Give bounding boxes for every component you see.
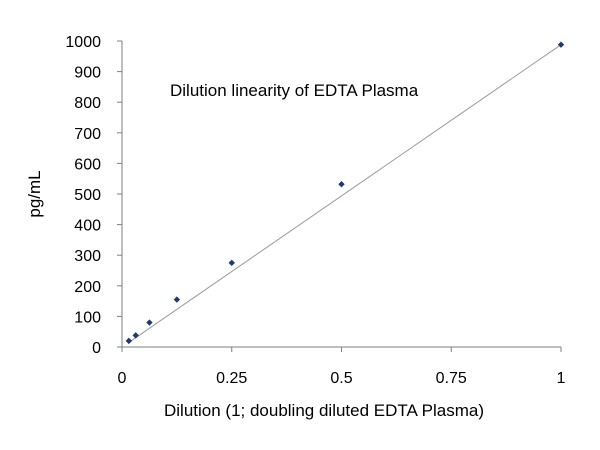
- chart-title: Dilution linearity of EDTA Plasma: [170, 81, 419, 100]
- data-point: [173, 296, 181, 303]
- x-tick-label: 0: [118, 370, 127, 387]
- y-ticks: 0 100 200 300 400 500 600 700 800 900 1000: [65, 34, 122, 357]
- y-tick-label: 500: [74, 187, 101, 204]
- x-tick-label: 1: [557, 370, 566, 387]
- data-point: [338, 181, 345, 188]
- x-ticks: 0 0.25 0.5 0.75 1: [118, 347, 566, 387]
- x-tick-label: 0.75: [436, 370, 467, 387]
- y-tick-label: 200: [74, 279, 101, 296]
- y-tick-label: 1000: [65, 34, 101, 51]
- y-tick-label: 300: [74, 248, 101, 265]
- trendline: [128, 44, 562, 343]
- y-axis-title: pg/mL: [25, 170, 44, 217]
- y-tick-label: 900: [74, 65, 101, 82]
- trendline-group: [128, 44, 562, 343]
- y-tick-label: 100: [74, 309, 101, 326]
- data-point: [132, 332, 139, 339]
- y-tick-label: 400: [74, 218, 101, 235]
- y-tick-label: 600: [74, 156, 101, 173]
- data-point: [146, 319, 153, 326]
- x-tick-label: 0.5: [330, 370, 352, 387]
- y-tick-label: 800: [74, 95, 101, 112]
- x-axis-title: Dilution (1; doubling diluted EDTA Plasm…: [164, 401, 484, 420]
- data-point: [228, 259, 235, 267]
- data-points: [125, 41, 565, 345]
- y-tick-label: 700: [74, 126, 101, 143]
- data-point: [557, 41, 565, 48]
- data-point: [125, 337, 133, 345]
- x-tick-label: 0.25: [216, 370, 247, 387]
- y-tick-label: 0: [92, 340, 101, 357]
